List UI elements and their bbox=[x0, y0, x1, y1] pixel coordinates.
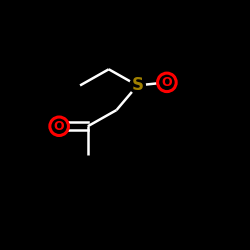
Text: S: S bbox=[132, 76, 143, 94]
Text: O: O bbox=[162, 76, 172, 89]
Circle shape bbox=[158, 73, 176, 92]
Text: O: O bbox=[54, 120, 64, 133]
Circle shape bbox=[130, 78, 145, 93]
Circle shape bbox=[50, 117, 68, 136]
